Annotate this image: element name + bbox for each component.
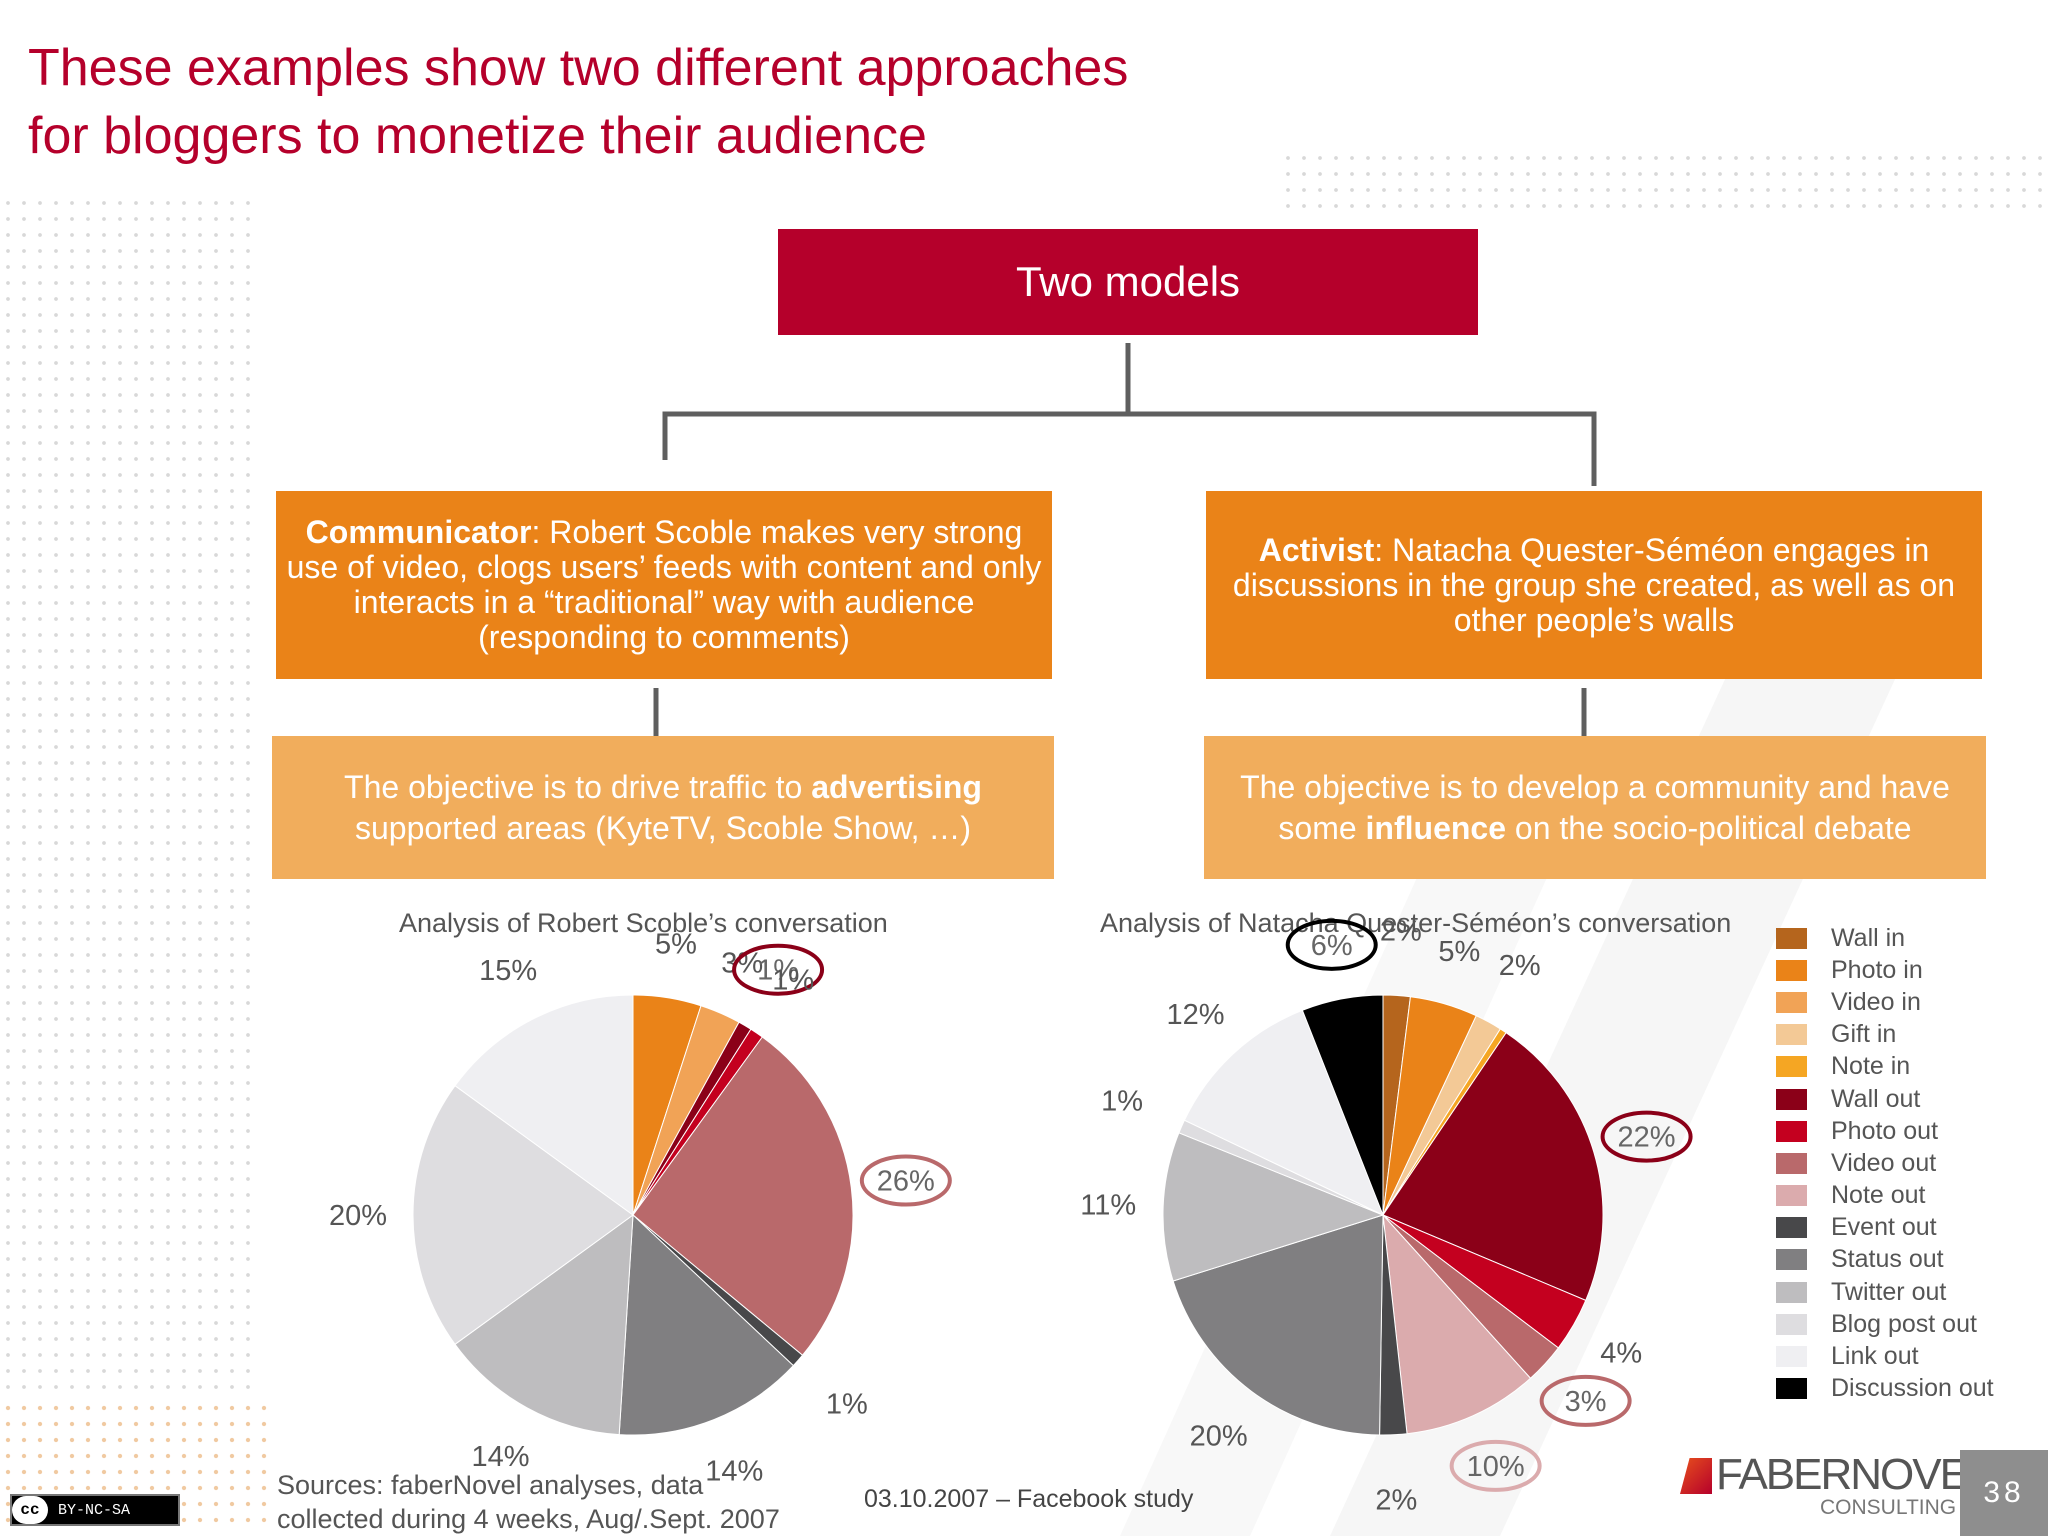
pie-data-label: 6% [1311,930,1353,962]
pie-data-label: 4% [1600,1338,1642,1370]
legend-item: Discussion out [1776,1373,1994,1405]
sources-line1: Sources: faberNovel analyses, data [277,1468,780,1502]
legend-item: Video in [1776,986,1994,1018]
pie-data-label: 1% [772,964,814,996]
footer-date: 03.10.2007 – Facebook study [864,1485,1193,1514]
legend-label: Gift in [1831,1020,1896,1049]
pie-data-label: 11% [1080,1189,1136,1221]
legend-label: Blog post out [1831,1310,1977,1339]
license-badge: cc BY-NC-SA [10,1494,180,1526]
legend-item: Note out [1776,1180,1994,1212]
legend-swatch [1776,928,1807,949]
chart-legend: Wall in Photo in Video in Gift in Note in Wal… [1776,922,1994,1405]
legend-item: Link out [1776,1340,1994,1372]
legend-swatch [1776,1378,1807,1399]
fabernovel-logo: FABERNOVEL CONSULTING [1680,1456,1930,1524]
legend-swatch [1776,1314,1807,1335]
legend-item: Photo in [1776,954,1994,986]
legend-item: Blog post out [1776,1308,1994,1340]
legend-swatch [1776,992,1807,1013]
logo-main-text: FABERNOVEL [1716,1450,1989,1500]
legend-item: Twitter out [1776,1276,1994,1308]
legend-label: Wall in [1831,924,1905,953]
legend-swatch [1776,1121,1807,1142]
legend-label: Status out [1831,1245,1944,1274]
pie-data-label: 12% [1166,999,1224,1031]
pie-data-label: 1% [826,1388,868,1420]
pie-data-label: 5% [655,928,697,960]
legend-swatch [1776,1346,1807,1367]
legend-swatch [1776,1056,1807,1077]
pie-data-label: 20% [1190,1420,1248,1452]
legend-swatch [1776,1024,1807,1045]
page-number: 38 [1960,1450,2048,1536]
legend-swatch [1776,1185,1807,1206]
legend-item: Wall in [1776,922,1994,954]
logo-mark-icon [1680,1458,1712,1494]
pie-data-label: 3% [1565,1386,1607,1418]
legend-swatch [1776,1249,1807,1270]
license-text: BY-NC-SA [58,1502,130,1519]
sources-note: Sources: faberNovel analyses, data colle… [277,1468,780,1536]
pie-data-label: 1% [1101,1085,1143,1117]
legend-item: Video out [1776,1147,1994,1179]
legend-swatch [1776,960,1807,981]
legend-item: Status out [1776,1244,1994,1276]
legend-label: Photo out [1831,1117,1938,1146]
legend-label: Photo in [1831,956,1923,985]
sources-line2: collected during 4 weeks, Aug/.Sept. 200… [277,1502,780,1536]
legend-label: Discussion out [1831,1374,1994,1403]
pie-charts: 5%3%1%1%26%1%14%14%20%15%2%5% 2%22%4%3%10… [0,0,2048,1536]
pie-data-label: 2% [1499,950,1541,982]
legend-swatch [1776,1153,1807,1174]
legend-item: Event out [1776,1212,1994,1244]
legend-swatch [1776,1089,1807,1110]
pie-data-label: 22% [1618,1122,1676,1154]
legend-label: Note in [1831,1052,1910,1081]
pie-data-label: 2% [1380,916,1422,948]
legend-label: Note out [1831,1181,1926,1210]
pie-data-label: 10% [1467,1451,1525,1483]
pie-data-label: 20% [329,1200,387,1232]
legend-item: Photo out [1776,1115,1994,1147]
legend-label: Wall out [1831,1085,1920,1114]
legend-item: Wall out [1776,1083,1994,1115]
legend-label: Link out [1831,1342,1919,1371]
pie-data-label: 5% [1438,936,1480,968]
pie-data-label: 2% [1375,1485,1417,1517]
legend-swatch [1776,1282,1807,1303]
legend-label: Event out [1831,1213,1937,1242]
pie-data-label: 15% [479,955,537,987]
legend-item: Note in [1776,1051,1994,1083]
legend-label: Video out [1831,1149,1936,1178]
legend-label: Twitter out [1831,1278,1946,1307]
pie-data-label: 26% [877,1166,935,1198]
logo-sub-text: CONSULTING [1820,1496,1956,1520]
legend-swatch [1776,1217,1807,1238]
legend-label: Video in [1831,988,1921,1017]
cc-icon: cc [12,1496,48,1524]
legend-item: Gift in [1776,1019,1994,1051]
